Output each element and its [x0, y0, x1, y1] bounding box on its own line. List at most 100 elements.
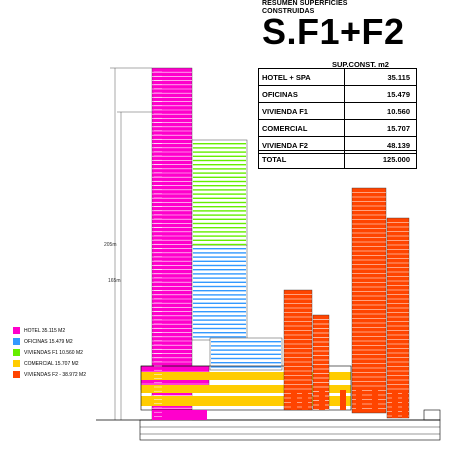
- vivienda-f1-block: [191, 139, 248, 246]
- floor-slab: [193, 252, 246, 254]
- legend-label: COMERCIAL 15.707 M2: [24, 360, 79, 367]
- floor-slab: [193, 168, 246, 170]
- hotel-lobby: [152, 410, 207, 420]
- tower-pillar: [402, 390, 408, 418]
- table-row: HOTEL + SPA 35.115: [258, 68, 417, 86]
- total-value: 125.000: [344, 150, 417, 169]
- floor-slab: [193, 227, 246, 229]
- tower-pillar: [302, 390, 308, 410]
- floor-slab: [211, 353, 281, 355]
- floor-slab: [193, 298, 246, 300]
- floor-slab: [193, 155, 246, 157]
- vivienda-f2-towers: [283, 187, 410, 419]
- floor-slab: [211, 362, 281, 364]
- commercial-band-1: [141, 372, 351, 380]
- legend-item-hotel: HOTEL 35.115 M2: [13, 325, 86, 336]
- table-row: VIVIENDA F2 48.139: [258, 136, 417, 154]
- legend-item-vivienda-f1: VIVIENDAS F1 10.560 M2: [13, 347, 86, 358]
- floor-slab: [193, 248, 246, 250]
- surface-table: HOTEL + SPA 35.115 OFICINAS 15.479 VIVIE…: [258, 68, 417, 154]
- floor-slab: [193, 277, 246, 279]
- dimension-label-partial: 165m: [108, 278, 121, 284]
- floor-slab: [193, 143, 246, 145]
- floor-slab: [193, 218, 246, 220]
- floor-slab: [193, 214, 246, 216]
- tower-pillar: [356, 390, 362, 412]
- legend-swatch: [13, 327, 20, 334]
- floor-slab: [193, 281, 246, 283]
- legend-item-vivienda-f2: VIVIENDAS F2 - 38.972 M2: [13, 369, 86, 380]
- floor-slab: [193, 193, 246, 195]
- floor-slab: [193, 290, 246, 292]
- floor-slab: [193, 206, 246, 208]
- floor-slab: [193, 273, 246, 275]
- floor-slab: [211, 341, 281, 343]
- floor-slab: [193, 159, 246, 162]
- tower-pillar: [291, 390, 297, 410]
- floor-slab: [193, 323, 246, 325]
- total-table: TOTAL 125.000: [258, 150, 417, 169]
- vivienda-f2-tower-4: [386, 217, 410, 419]
- floor-slab: [193, 264, 246, 267]
- legend-item-comercial: COMERCIAL 15.707 M2: [13, 358, 86, 369]
- floor-slab: [193, 164, 246, 166]
- floor-slab: [193, 332, 246, 334]
- floor-slab: [193, 176, 246, 178]
- dimension-label-total: 205m: [104, 242, 117, 248]
- floor-slab: [193, 285, 246, 288]
- page-title: S.F1+F2: [262, 11, 405, 52]
- legend-label: VIVIENDAS F2 - 38.972 M2: [24, 371, 86, 378]
- floor-slab: [193, 260, 246, 262]
- floor-slab: [193, 151, 246, 153]
- floor-slab: [193, 180, 246, 183]
- floor-slab: [193, 239, 246, 241]
- tower-pillar: [372, 390, 378, 412]
- legend-swatch: [13, 338, 20, 345]
- legend-swatch: [13, 349, 20, 356]
- legend-swatch: [13, 360, 20, 367]
- floor-slab: [211, 366, 281, 368]
- legend-label: OFICINAS 15.479 M2: [24, 338, 73, 345]
- floor-slab: [193, 172, 246, 174]
- floor-labels: [154, 71, 162, 417]
- floor-slab: [193, 256, 246, 258]
- floor-slab: [193, 269, 246, 271]
- tower-pillar: [340, 390, 346, 410]
- floor-slab: [193, 311, 246, 313]
- floor-slab: [193, 306, 246, 309]
- summary-heading-line2: CONSTRUIDAS: [262, 8, 315, 15]
- floor-slab: [211, 345, 281, 347]
- legend: HOTEL 35.115 M2 OFICINAS 15.479 M2 VIVIE…: [13, 325, 86, 380]
- floor-slab: [193, 319, 246, 321]
- floor-slab: [193, 222, 246, 225]
- total-row: TOTAL 125.000: [258, 150, 417, 169]
- floor-slab: [193, 147, 246, 149]
- floor-slab: [193, 210, 246, 212]
- office-block: [191, 244, 283, 371]
- floor-slab: [193, 201, 246, 204]
- dimension-lines: [110, 67, 152, 420]
- table-row: OFICINAS 15.479: [258, 85, 417, 103]
- floor-slab: [211, 357, 281, 360]
- floor-slab: [193, 327, 246, 330]
- floor-slab: [193, 185, 246, 187]
- office-body-upper: [191, 244, 248, 341]
- floor-slab: [193, 235, 246, 237]
- legend-label: HOTEL 35.115 M2: [24, 327, 66, 334]
- summary-heading-line1: RESUMEN SUPERFICIES: [262, 0, 348, 7]
- floor-slab: [193, 302, 246, 304]
- commercial-band-2: [141, 385, 351, 393]
- commercial-podium: [140, 365, 352, 420]
- floor-slab: [193, 315, 246, 317]
- floor-slab: [193, 189, 246, 191]
- legend-label: VIVIENDAS F1 10.560 M2: [24, 349, 83, 356]
- floor-slab: [193, 336, 246, 338]
- podium-outline: [140, 365, 352, 411]
- table-column-header: SUP.CONST. m2: [332, 60, 389, 69]
- legend-item-oficinas: OFICINAS 15.479 M2: [13, 336, 86, 347]
- table-row: COMERCIAL 15.707: [258, 119, 417, 137]
- tower-pillar: [392, 390, 398, 418]
- legend-swatch: [13, 371, 20, 378]
